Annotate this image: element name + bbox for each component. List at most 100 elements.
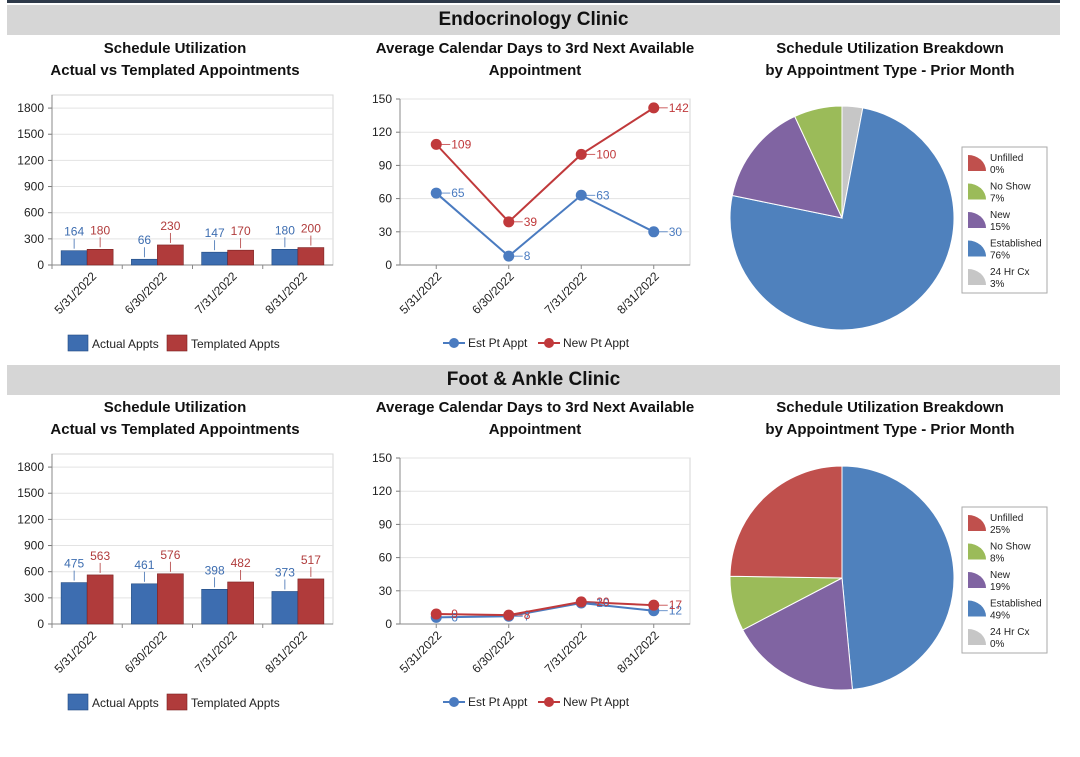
legend-label: New [990,210,1011,221]
legend-percent: 8% [990,554,1005,565]
y-tick-label: 0 [385,617,392,631]
x-tick-label: 5/31/2022 [52,628,100,676]
data-label: 180 [275,223,295,237]
pie-slice [731,115,843,219]
legend-swatch [166,693,188,711]
data-label: 576 [160,548,180,562]
data-label: 398 [205,563,225,577]
data-label: 8 [524,608,531,622]
data-point [430,138,442,150]
data-label: 200 [301,222,321,236]
data-label: 170 [231,224,251,238]
data-label: 475 [64,557,84,571]
legend-label: New [990,570,1011,581]
legend-swatch [166,334,188,352]
legend-percent: 7% [990,194,1005,205]
legend-label: Templated Appts [191,337,280,351]
days-line-chart-foot-ankle: 0 30 60 90 120 150 6 7 19 12 9 8 20 17 5/31/2022 6/30/2… [372,451,691,709]
top-rule [7,0,1060,3]
bar [271,249,299,266]
data-label: 6 [451,610,458,624]
data-point [430,608,442,620]
x-tick-label: 7/31/2022 [192,628,240,676]
legend-label: New Pt Appt [563,336,630,350]
days-title-line2: Appointment [488,62,582,79]
data-point [648,102,660,114]
data-label: 7 [524,609,531,623]
legend-swatch [67,693,89,711]
x-tick-label: 8/31/2022 [262,269,310,317]
legend-percent: 19% [990,582,1010,593]
legend-percent: 25% [990,525,1010,536]
x-tick-label: 7/31/2022 [192,269,240,317]
legend-label: Actual Appts [92,337,159,351]
legend-label: No Show [990,542,1031,553]
y-tick-label: 0 [385,258,392,272]
legend-swatch [67,334,89,352]
y-tick-label: 30 [379,584,393,598]
data-label: 66 [138,233,152,247]
pie-slice [729,465,843,579]
y-tick-label: 60 [379,551,393,565]
utilization-bar-chart-endocrinology: 0 300 600 900 1200 1500 1800 164 180 5/31/2022 66 2… [17,94,334,352]
data-label: 180 [90,223,110,237]
section-header-foot-ankle: Foot & Ankle Clinic [7,365,1060,395]
util-title-1: Schedule Utilization Actual vs Templated… [20,38,330,82]
data-label: 8 [524,249,531,263]
x-tick-label: 5/31/2022 [52,269,100,317]
x-tick-label: 6/30/2022 [122,269,170,317]
legend-marker [544,338,554,348]
legend-label: 24 Hr Cx [990,267,1029,278]
legend-swatch [968,155,986,171]
bar [227,581,254,625]
x-tick-label: 7/31/2022 [542,628,590,676]
bar [201,589,228,625]
y-tick-label: 600 [24,565,44,579]
series-line [435,107,655,224]
bar [297,578,325,625]
y-tick-label: 300 [24,232,44,246]
data-label: 65 [451,186,465,200]
y-tick-label: 90 [379,517,393,531]
y-tick-label: 1500 [17,127,44,141]
y-tick-label: 0 [37,617,44,631]
legend-label: Established [990,599,1042,610]
data-label: 482 [231,556,251,570]
legend-label: Templated Appts [191,696,280,710]
bar [131,258,158,266]
breakdown-title-line1: Schedule Utilization Breakdown [776,399,1004,416]
section-header-endocrinology: Endocrinology Clinic [7,5,1060,35]
bar [201,251,228,266]
legend-swatch [968,183,986,200]
data-point [430,187,442,199]
data-label: 373 [275,565,295,579]
data-label: 461 [134,558,154,572]
data-point [503,609,515,621]
plot-frame [51,94,334,266]
legend-percent: 0% [990,639,1005,650]
data-label: 230 [160,219,180,233]
x-tick-label: 5/31/2022 [397,628,445,676]
legend-percent: 3% [990,279,1005,290]
y-tick-label: 150 [372,92,392,106]
legend-swatch [968,543,986,560]
data-point [503,250,515,262]
y-tick-label: 1200 [17,512,44,526]
util-title-line2: Actual vs Templated Appointments [50,62,300,79]
data-label: 19 [596,596,610,610]
breakdown-title-line2: by Appointment Type - Prior Month [765,421,1015,438]
legend-percent: 76% [990,251,1010,262]
data-label: 109 [451,137,471,151]
data-point [503,216,515,228]
data-label: 517 [301,553,321,567]
bar [60,582,88,625]
legend-percent: 0% [990,165,1005,176]
bar [131,583,158,625]
util-title-line1: Schedule Utilization [103,40,247,57]
pie-slice [794,105,843,219]
pie-slice [729,107,955,331]
y-tick-label: 900 [24,180,44,194]
legend-label: Unfilled [990,513,1023,524]
